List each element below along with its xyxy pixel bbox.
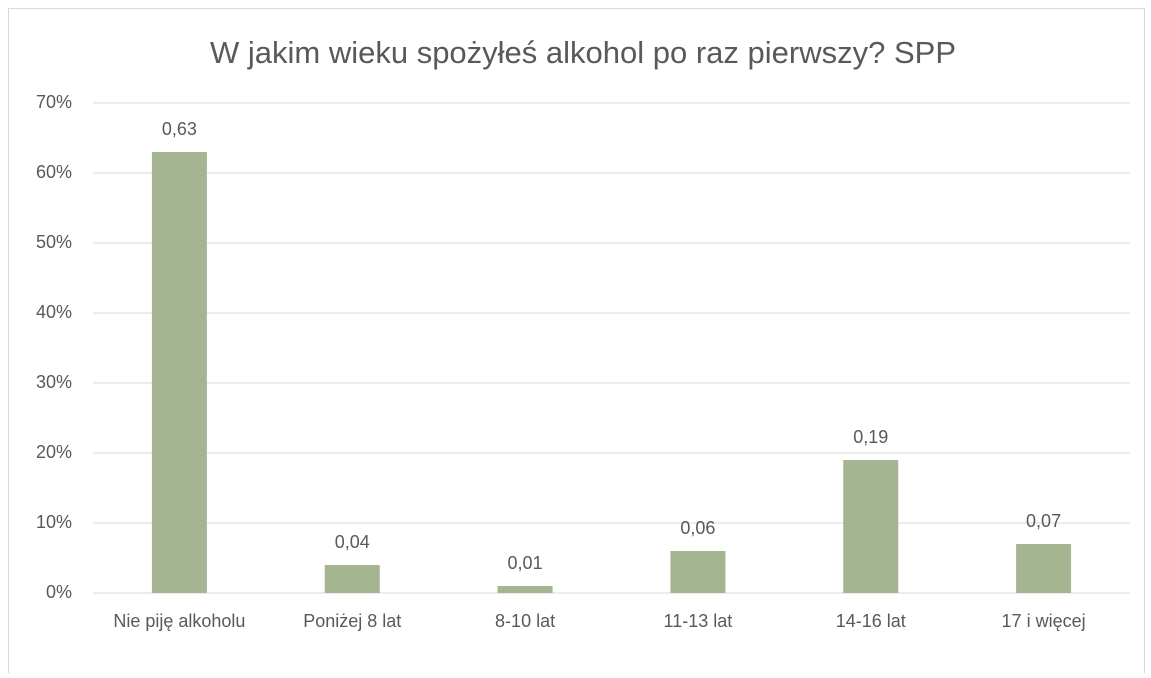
bar — [843, 460, 899, 593]
y-tick-label: 50% — [36, 232, 72, 252]
bar — [497, 586, 553, 593]
data-label: 0,07 — [1026, 511, 1061, 531]
y-tick-label: 30% — [36, 372, 72, 392]
bar — [670, 551, 726, 593]
chart-title: W jakim wieku spożyłeś alkohol po raz pi… — [210, 35, 956, 70]
x-tick-label: 8-10 lat — [495, 611, 555, 631]
y-tick-label: 20% — [36, 442, 72, 462]
data-label: 0,19 — [853, 427, 888, 447]
bar — [324, 565, 380, 593]
y-tick-label: 10% — [36, 512, 72, 532]
x-tick-label: Nie piję alkoholu — [113, 611, 245, 631]
data-label: 0,63 — [162, 119, 197, 139]
x-tick-label: 11-13 lat — [664, 611, 733, 631]
x-tick-label: 17 i więcej — [1002, 611, 1086, 631]
y-tick-label: 60% — [36, 162, 72, 182]
data-label: 0,06 — [680, 518, 715, 538]
y-tick-label: 70% — [36, 92, 72, 112]
bar — [1016, 544, 1072, 593]
data-label: 0,04 — [335, 532, 370, 552]
data-label: 0,01 — [508, 553, 543, 573]
x-tick-label: 14-16 lat — [836, 611, 906, 631]
x-tick-label: Poniżej 8 lat — [303, 611, 401, 631]
y-tick-label: 40% — [36, 302, 72, 322]
bar — [151, 152, 207, 593]
y-tick-label: 0% — [46, 582, 72, 602]
